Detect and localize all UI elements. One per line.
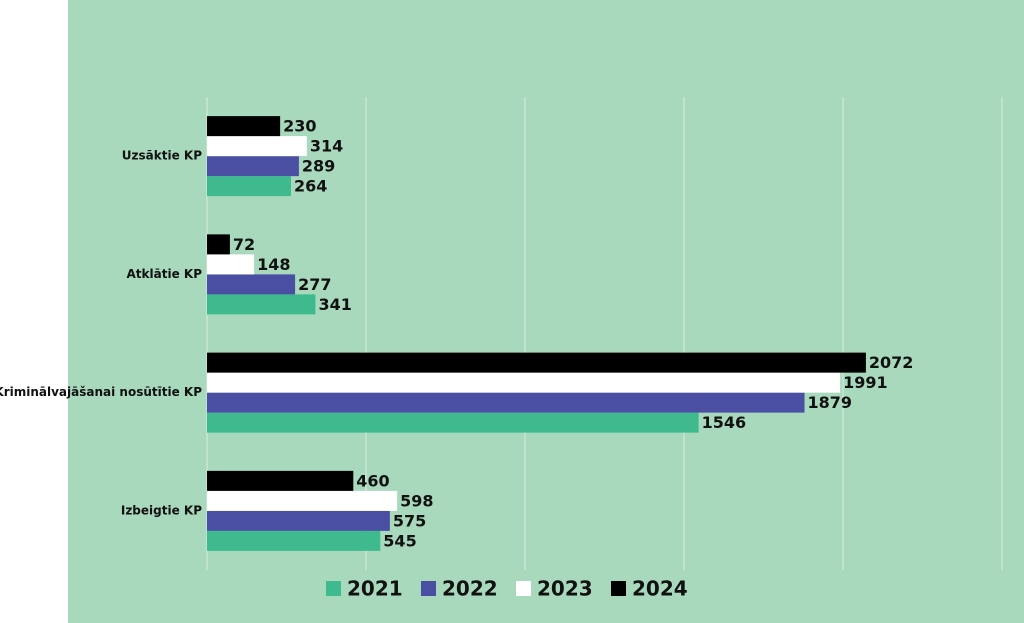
category-label: Uzsāktie KP: [122, 149, 202, 163]
value-label: 1879: [808, 393, 853, 412]
category-label: Izbeigtie KP: [121, 503, 202, 517]
legend-label: 2021: [347, 577, 403, 601]
value-label: 264: [294, 177, 327, 196]
bar: [207, 294, 316, 315]
bar: [207, 392, 805, 413]
legend-label: 2024: [632, 577, 688, 601]
legend-label: 2022: [442, 577, 498, 601]
bar: [207, 136, 307, 157]
bar: [207, 490, 398, 511]
legend-swatch: [421, 581, 436, 596]
bar: [207, 412, 699, 433]
value-label: 277: [298, 275, 331, 294]
value-label: 341: [318, 295, 351, 314]
bar: [207, 470, 354, 491]
bar: [207, 530, 381, 551]
value-label: 314: [310, 137, 343, 156]
value-label: 1546: [702, 413, 747, 432]
bar: [207, 274, 296, 295]
bar: [207, 254, 255, 275]
value-label: 72: [233, 235, 255, 254]
value-label: 575: [393, 511, 426, 530]
bar: [207, 116, 281, 137]
bar: [207, 176, 291, 197]
value-label: 230: [283, 117, 316, 136]
bar: [207, 234, 230, 255]
legend-label: 2023: [537, 577, 593, 601]
bar: [207, 352, 866, 373]
legend-swatch: [326, 581, 341, 596]
value-label: 598: [400, 491, 433, 510]
value-label: 148: [257, 255, 290, 274]
bar: [207, 372, 841, 393]
value-label: 289: [302, 157, 335, 176]
value-label: 1991: [843, 373, 888, 392]
category-label: Atklātie KP: [127, 267, 203, 281]
legend-swatch: [611, 581, 626, 596]
bar: [207, 156, 299, 177]
value-label: 545: [383, 531, 416, 550]
value-label: 2072: [869, 353, 914, 372]
value-label: 460: [356, 471, 389, 490]
bar: [207, 510, 390, 531]
legend-swatch: [516, 581, 531, 596]
category-label: Kriminālvajāšanai nosūtītie KP: [0, 385, 202, 399]
